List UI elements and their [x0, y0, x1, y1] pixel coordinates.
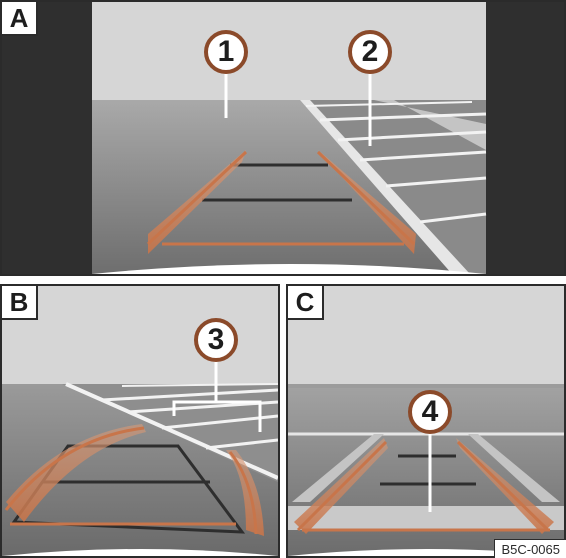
- callout-3: 3: [194, 318, 238, 362]
- parking-area: [62, 384, 278, 482]
- left-guide-edge: [4, 426, 145, 511]
- parking-side-line: [292, 434, 384, 502]
- parking-line: [359, 150, 487, 162]
- parking-line: [337, 130, 487, 142]
- right-dark-bar: [486, 2, 564, 274]
- rear-bumper: [2, 549, 278, 556]
- sky: [288, 286, 564, 384]
- parking-line: [205, 438, 278, 450]
- callout-1: 1: [204, 30, 248, 74]
- panel-letter-c: C: [288, 286, 324, 320]
- parking-line: [101, 388, 278, 402]
- camera-view-c: [288, 286, 564, 556]
- parking-line: [419, 212, 487, 224]
- rear-bumper: [92, 264, 486, 274]
- horizon-strip: [288, 384, 564, 388]
- right-guide-edge: [456, 440, 550, 532]
- curb-obstacle: [288, 506, 564, 530]
- callout-3-bracket: [172, 400, 262, 432]
- parking-side-line: [468, 434, 560, 502]
- parking-line: [121, 383, 278, 387]
- parking-boundary-line: [300, 100, 470, 274]
- callout-4: 4: [408, 390, 452, 434]
- parking-line: [319, 112, 487, 122]
- panel-b: B 3: [0, 284, 280, 558]
- sky: [92, 2, 486, 100]
- curb: [374, 100, 486, 150]
- parking-line: [385, 176, 487, 188]
- left-guide-band: [6, 424, 146, 522]
- parking-line: [127, 400, 278, 414]
- left-dark-bar: [2, 2, 92, 274]
- callout-2: 2: [348, 30, 392, 74]
- right-guide-edge: [316, 150, 416, 246]
- parking-line: [305, 101, 473, 107]
- camera-view-a: [2, 2, 564, 274]
- left-guide-edge: [296, 440, 388, 532]
- right-guide-edge: [228, 451, 258, 535]
- panel-letter-a: A: [2, 2, 38, 36]
- panel-letter-b: B: [2, 286, 38, 320]
- camera-view-b: [2, 286, 278, 556]
- left-guide-edge: [146, 150, 248, 246]
- figure-code: B5C-0065: [494, 539, 566, 558]
- panel-a: A 1 2: [0, 0, 566, 276]
- panel-c: C 4: [286, 284, 566, 558]
